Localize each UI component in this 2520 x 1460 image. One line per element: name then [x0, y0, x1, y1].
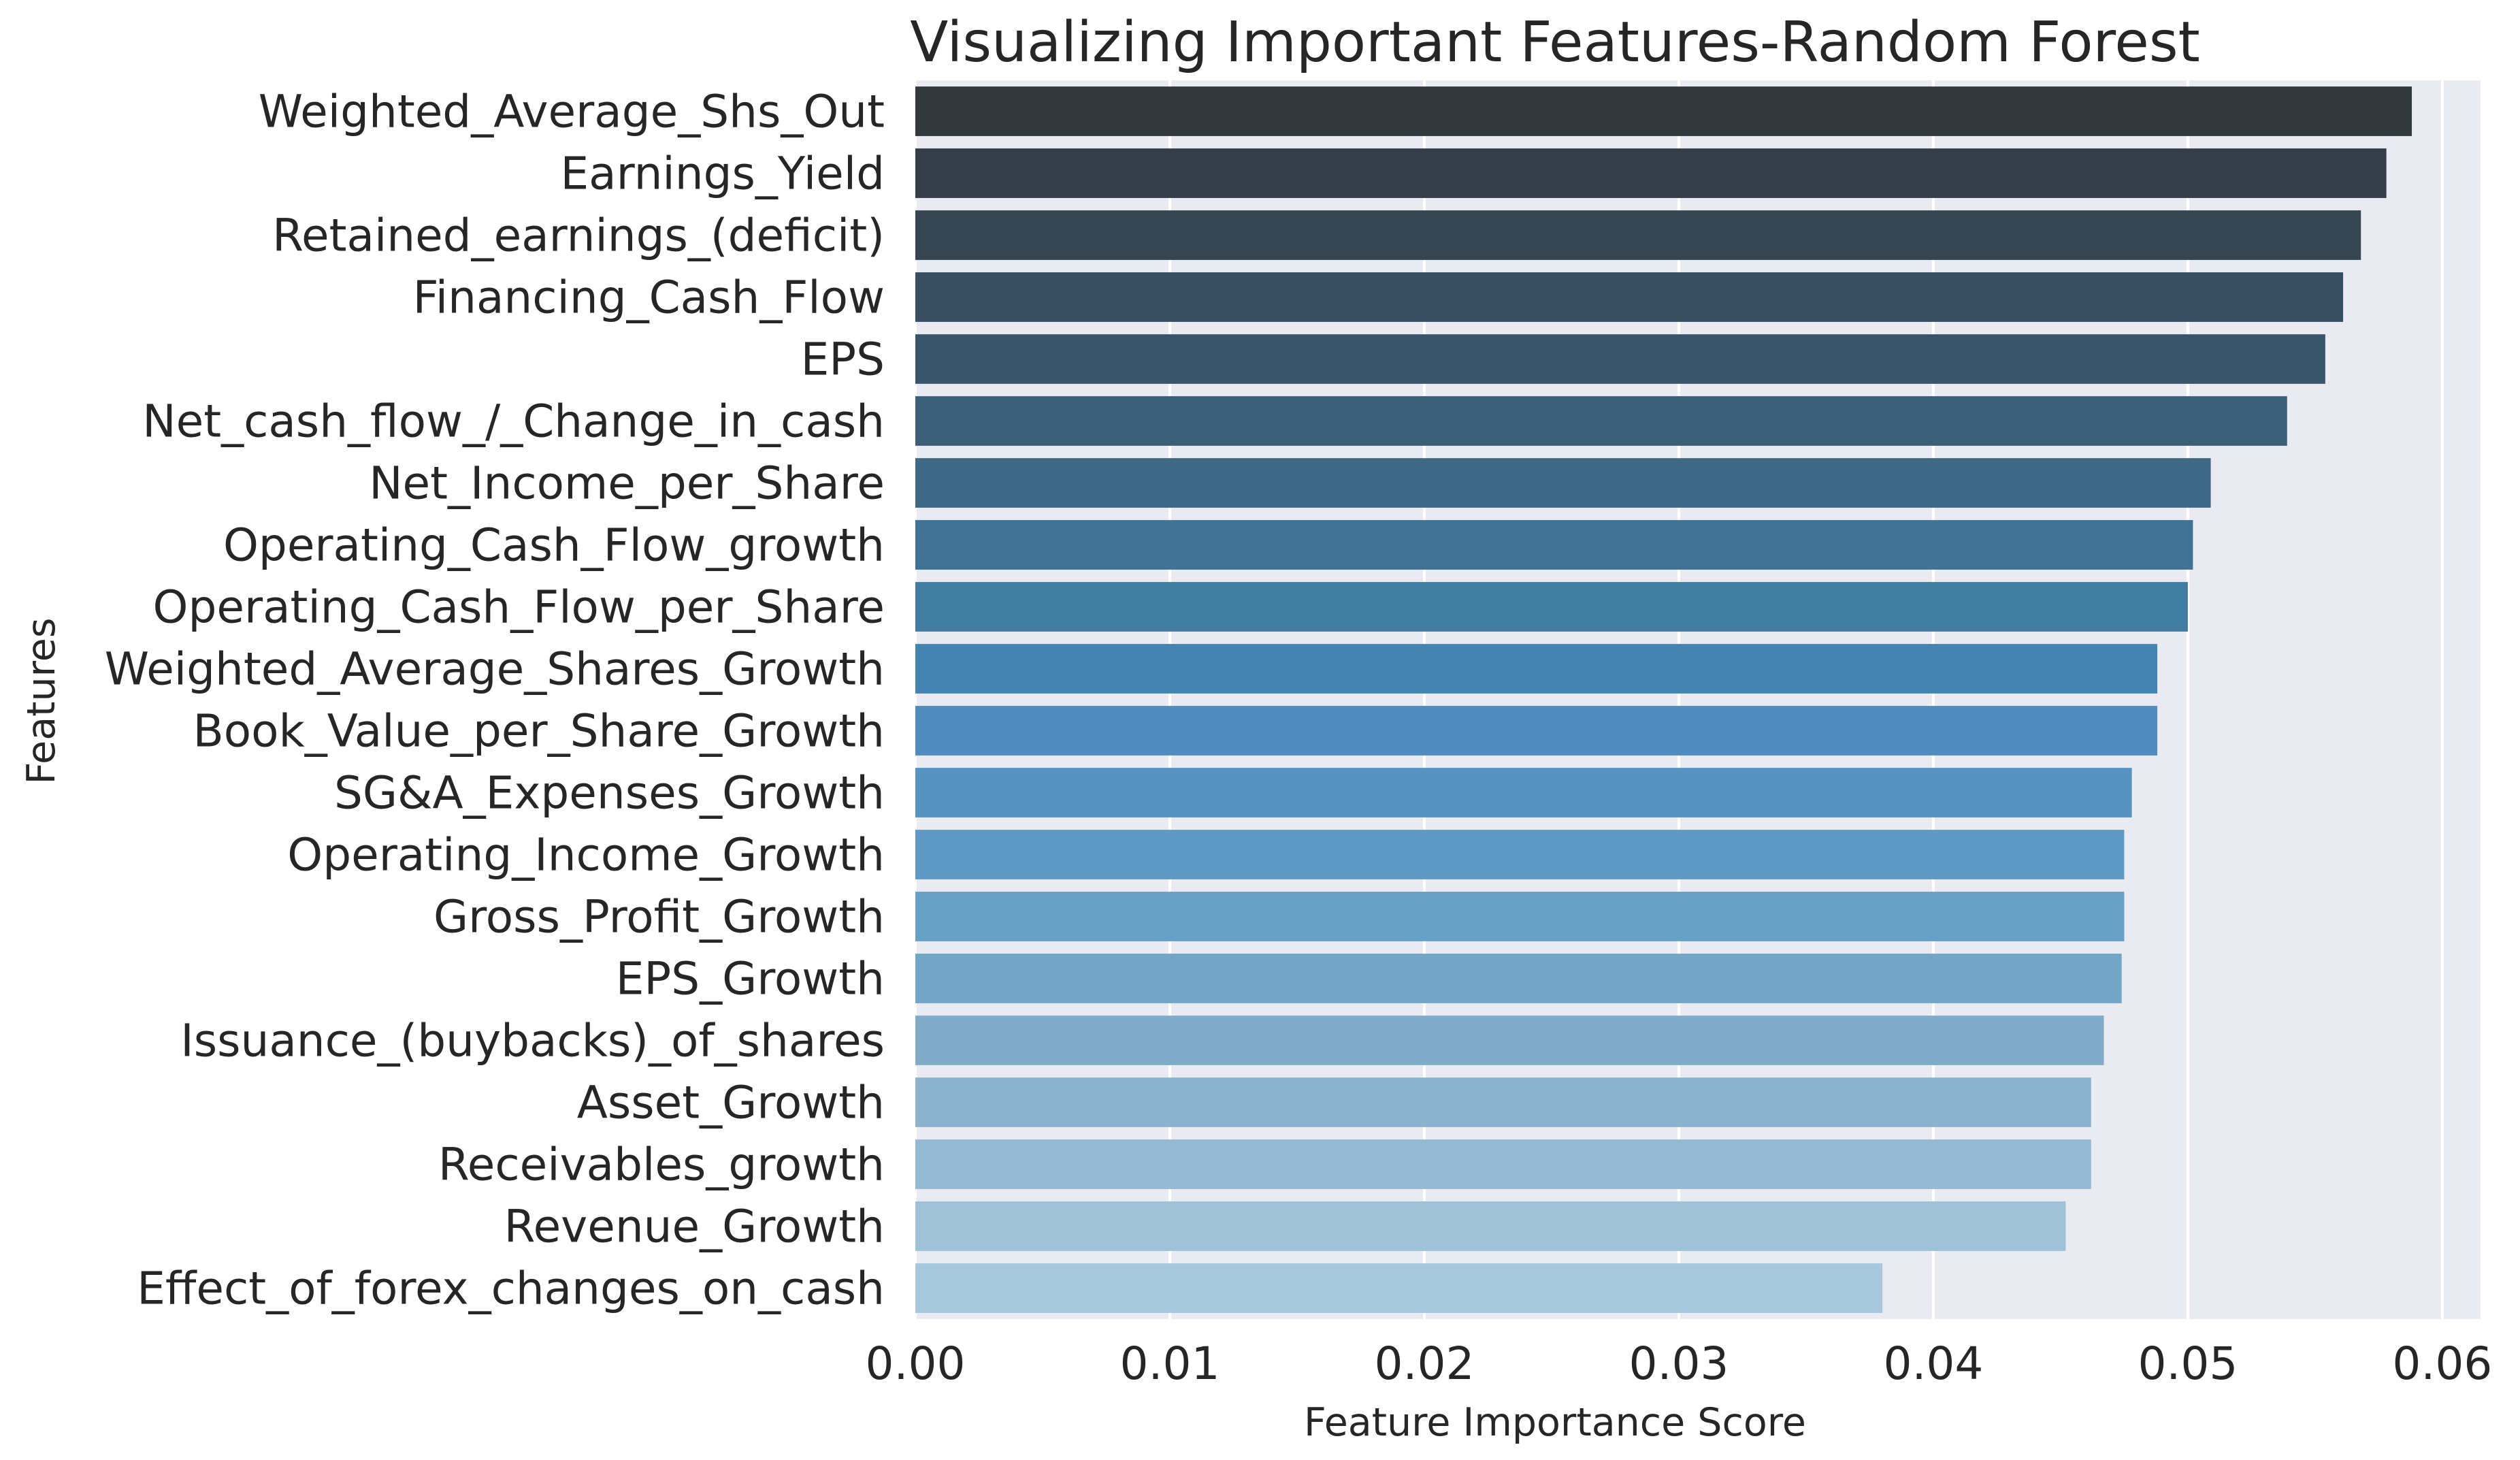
y-tick-label: Issuance_(buybacks)_of_shares: [180, 1015, 885, 1067]
bars: [915, 86, 2412, 1313]
bar: [915, 582, 2188, 632]
y-tick-label: EPS_Growth: [616, 953, 885, 1005]
x-tick-label: 0.01: [1120, 1337, 1220, 1390]
y-tick-label: Receivables_growth: [438, 1139, 885, 1191]
x-tick-label: 0.06: [2392, 1337, 2492, 1390]
y-tick-label: Effect_of_forex_changes_on_cash: [137, 1263, 885, 1315]
bar: [915, 148, 2387, 198]
bar: [915, 830, 2125, 879]
y-tick-label: Weighted_Average_Shs_Out: [259, 86, 885, 138]
chart-title: Visualizing Important Features-Random Fo…: [910, 10, 2199, 75]
bar: [915, 1016, 2104, 1065]
y-tick-labels: Weighted_Average_Shs_Out Earnings_Yield Re…: [105, 86, 885, 1315]
bar: [915, 706, 2158, 756]
bar: [915, 458, 2211, 508]
bar: [915, 210, 2361, 260]
bar: [915, 644, 2158, 694]
y-tick-label: Asset_Growth: [577, 1077, 885, 1129]
bar: [915, 1139, 2091, 1189]
y-tick-label: Revenue_Growth: [504, 1201, 885, 1253]
y-tick-label: Weighted_Average_Shares_Growth: [105, 643, 885, 696]
y-tick-label: Earnings_Yield: [560, 148, 885, 200]
x-axis-label: Feature Importance Score: [1304, 1400, 1806, 1445]
bar: [915, 86, 2412, 136]
y-tick-label: Operating_Cash_Flow_per_Share: [153, 581, 885, 634]
bar: [915, 892, 2125, 941]
y-tick-label: Retained_earnings_(deficit): [272, 210, 885, 262]
plot-background: [915, 80, 2481, 1319]
x-tick-labels: 0.00 0.01 0.02 0.03 0.04 0.05 0.06: [866, 1337, 2493, 1390]
bar: [915, 520, 2193, 570]
bar: [915, 396, 2287, 446]
y-tick-label: Net_cash_flow_/_Change_in_cash: [142, 395, 885, 448]
y-tick-label: Operating_Income_Growth: [287, 829, 885, 881]
bar: [915, 1263, 1883, 1313]
bar: [915, 1077, 2091, 1127]
bar: [915, 1201, 2066, 1251]
y-tick-label: Gross_Profit_Growth: [433, 891, 885, 943]
y-tick-label: Operating_Cash_Flow_growth: [223, 519, 885, 572]
x-tick-label: 0.00: [866, 1337, 966, 1390]
x-tick-label: 0.05: [2138, 1337, 2238, 1390]
y-tick-label: SG&A_Expenses_Growth: [334, 767, 885, 820]
y-tick-label: Book_Value_per_Share_Growth: [193, 705, 885, 758]
bar: [915, 768, 2132, 817]
x-tick-label: 0.02: [1374, 1337, 1474, 1390]
y-tick-label: Net_Income_per_Share: [369, 457, 885, 510]
y-axis-label: Features: [19, 617, 64, 784]
bar: [915, 334, 2325, 384]
y-tick-label: EPS: [801, 334, 885, 386]
bar: [915, 272, 2344, 322]
x-tick-label: 0.03: [1629, 1337, 1729, 1390]
x-tick-label: 0.04: [1883, 1337, 1983, 1390]
y-tick-label: Financing_Cash_Flow: [413, 272, 885, 324]
bar: [915, 954, 2122, 1003]
